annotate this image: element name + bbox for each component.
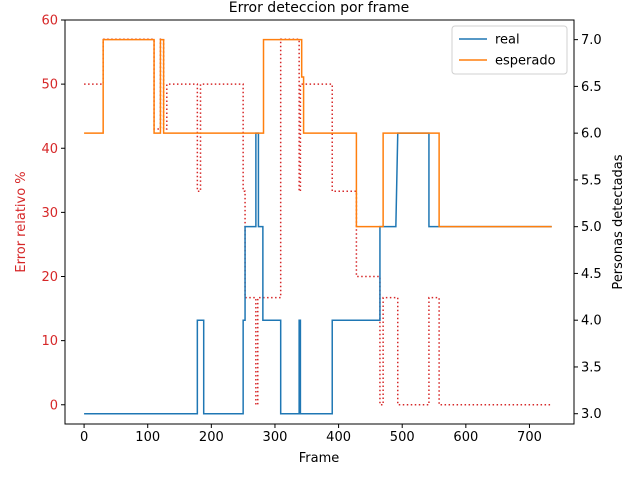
- right-tick-label: 5.0: [581, 220, 602, 235]
- right-tick-label: 5.5: [581, 173, 602, 188]
- left-tick-label: 60: [41, 14, 58, 29]
- x-tick-label: 0: [80, 430, 88, 445]
- plot-frame: [64, 19, 575, 425]
- left-tick-label: 0: [50, 398, 58, 413]
- left-axis-label: Error relativo %: [14, 171, 29, 272]
- x-tick-label: 700: [517, 430, 542, 445]
- series-esperado-line: [84, 38, 552, 228]
- axes-ticks: 0 100 200 300 400 500 600 700 0 10 20 30 40 50 60 3.0 3.…: [41, 14, 601, 446]
- legend: real esperado: [451, 25, 568, 75]
- x-tick-label: 600: [453, 430, 478, 445]
- chart-title: Error deteccion por frame: [229, 0, 410, 16]
- x-tick-label: 100: [135, 430, 160, 445]
- legend-label-esperado: esperado: [495, 54, 556, 69]
- legend-label-real: real: [495, 33, 520, 48]
- right-tick-label: 6.5: [581, 80, 602, 95]
- x-tick-label: 300: [263, 430, 288, 445]
- right-tick-label: 6.0: [581, 127, 602, 142]
- right-tick-label: 3.0: [581, 407, 602, 422]
- right-tick-label: 3.5: [581, 360, 602, 375]
- right-tick-label: 4.5: [581, 267, 602, 282]
- right-axis-label: Personas detectadas: [611, 154, 626, 289]
- left-tick-label: 50: [41, 78, 58, 93]
- left-tick-label: 30: [41, 206, 58, 221]
- x-tick-label: 500: [390, 430, 415, 445]
- x-tick-label: 200: [199, 430, 224, 445]
- series-real-line: [84, 132, 552, 415]
- plot-area: [84, 38, 552, 415]
- x-axis-label: Frame: [299, 451, 340, 466]
- x-tick-label: 400: [326, 430, 351, 445]
- right-tick-label: 7.0: [581, 33, 602, 48]
- left-tick-label: 20: [41, 270, 58, 285]
- left-tick-label: 10: [41, 334, 58, 349]
- right-tick-label: 4.0: [581, 314, 602, 329]
- legend-box: [451, 25, 568, 75]
- left-tick-label: 40: [41, 142, 58, 157]
